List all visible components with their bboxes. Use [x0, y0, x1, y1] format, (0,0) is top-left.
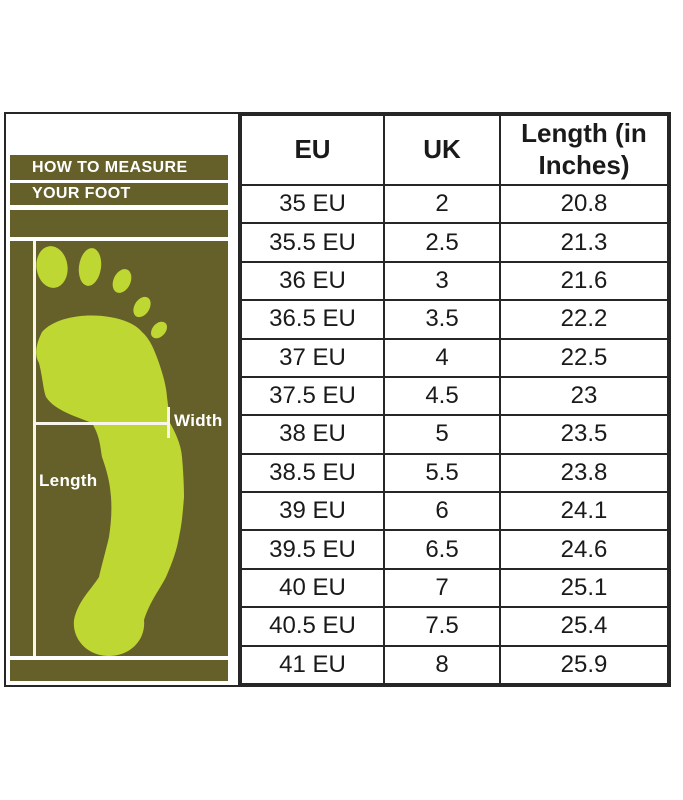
length-inches-cell: 23.5	[499, 414, 669, 455]
uk-size-cell: 6.5	[383, 529, 501, 570]
size-table-row: 41 EU 8 25.9	[240, 644, 669, 685]
column-header-length: Length (in Inches)	[499, 114, 669, 186]
size-table-row: 37.5 EU 4.5 23	[240, 375, 669, 417]
length-inches-cell: 21.3	[499, 222, 669, 263]
width-label: Width	[174, 411, 223, 430]
eu-size-cell: 39 EU	[240, 490, 385, 532]
width-line-end-tick	[167, 407, 170, 438]
size-table-row: 39.5 EU 6.5 24.6	[240, 529, 669, 570]
panel-title-line-2: YOUR FOOT	[10, 183, 228, 205]
size-table-row: 36 EU 3 21.6	[240, 260, 669, 302]
width-measure-line	[35, 422, 169, 425]
uk-size-cell: 5	[383, 414, 501, 455]
size-table-row: 37 EU 4 22.5	[240, 337, 669, 378]
eu-size-cell: 40.5 EU	[240, 606, 385, 647]
length-inches-cell: 21.6	[499, 260, 669, 302]
chart-frame: HOW TO MEASURE YOUR FOOT	[4, 112, 671, 687]
uk-size-cell: 4.5	[383, 375, 501, 417]
length-inches-cell: 24.6	[499, 529, 669, 570]
size-table-header: EU UK Length (in Inches)	[240, 114, 669, 186]
size-table-row: 39 EU 6 24.1	[240, 490, 669, 532]
length-measure-line	[33, 241, 36, 656]
length-inches-cell: 25.9	[499, 644, 669, 685]
eu-size-cell: 38.5 EU	[240, 452, 385, 494]
size-table-row: 38.5 EU 5.5 23.8	[240, 452, 669, 494]
column-header-uk: UK	[383, 114, 501, 186]
uk-size-cell: 2.5	[383, 222, 501, 263]
footprint-shapes	[36, 246, 185, 656]
uk-size-cell: 4	[383, 337, 501, 378]
length-inches-cell: 22.2	[499, 299, 669, 340]
eu-size-cell: 40 EU	[240, 567, 385, 609]
footprint-icon	[36, 246, 185, 656]
size-table-row: 40.5 EU 7.5 25.4	[240, 606, 669, 647]
size-table-row: 38 EU 5 23.5	[240, 414, 669, 455]
size-table-row: 35.5 EU 2.5 21.3	[240, 222, 669, 263]
length-label: Length	[39, 471, 98, 490]
eu-size-cell: 39.5 EU	[240, 529, 385, 570]
eu-size-cell: 36.5 EU	[240, 299, 385, 340]
length-inches-cell: 24.1	[499, 490, 669, 532]
eu-size-cell: 38 EU	[240, 414, 385, 455]
uk-size-cell: 3.5	[383, 299, 501, 340]
panel-divider-bar	[10, 210, 228, 237]
uk-size-cell: 5.5	[383, 452, 501, 494]
uk-size-cell: 2	[383, 183, 501, 225]
size-table: EU UK Length (in Inches) 35 EU 2 20.8 35.5 …	[240, 114, 669, 685]
header-row: EU UK Length (in Inches)	[240, 114, 669, 186]
uk-size-cell: 7	[383, 567, 501, 609]
length-inches-cell: 23.8	[499, 452, 669, 494]
panel-title-text-1: HOW TO MEASURE	[32, 158, 188, 176]
foot-diagram: Width Length	[10, 241, 228, 656]
size-table-row: 40 EU 7 25.1	[240, 567, 669, 609]
eu-size-cell: 36 EU	[240, 260, 385, 302]
eu-size-cell: 35.5 EU	[240, 222, 385, 263]
length-inches-cell: 23	[499, 375, 669, 417]
length-inches-cell: 20.8	[499, 183, 669, 225]
panel-title-line-1: HOW TO MEASURE	[10, 155, 228, 180]
eu-size-cell: 41 EU	[240, 644, 385, 685]
panel-title-text-2: YOUR FOOT	[32, 185, 131, 202]
panel-bottom-strip	[10, 660, 228, 681]
eu-size-cell: 37 EU	[240, 337, 385, 378]
size-table-row: 35 EU 2 20.8	[240, 183, 669, 225]
uk-size-cell: 6	[383, 490, 501, 532]
uk-size-cell: 3	[383, 260, 501, 302]
measure-panel: HOW TO MEASURE YOUR FOOT	[6, 114, 240, 685]
size-table-body: 35 EU 2 20.8 35.5 EU 2.5 21.3 36 EU 3 21.6 36.5 E…	[240, 183, 669, 685]
uk-size-cell: 7.5	[383, 606, 501, 647]
length-inches-cell: 25.1	[499, 567, 669, 609]
eu-size-cell: 37.5 EU	[240, 375, 385, 417]
length-inches-cell: 25.4	[499, 606, 669, 647]
column-header-eu: EU	[240, 114, 385, 186]
size-table-row: 36.5 EU 3.5 22.2	[240, 299, 669, 340]
eu-size-cell: 35 EU	[240, 183, 385, 225]
length-inches-cell: 22.5	[499, 337, 669, 378]
uk-size-cell: 8	[383, 644, 501, 685]
